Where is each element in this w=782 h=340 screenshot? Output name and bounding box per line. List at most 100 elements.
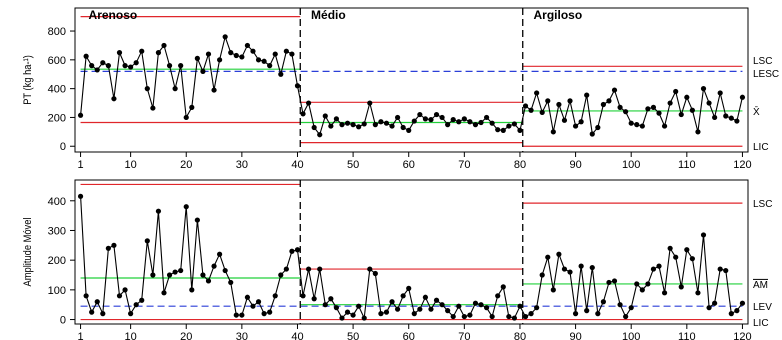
data-point [133, 60, 139, 66]
data-point [294, 247, 301, 253]
data-point [550, 129, 556, 135]
data-point [183, 114, 189, 121]
data-point [289, 51, 295, 57]
data-point [128, 311, 134, 317]
data-point [667, 100, 673, 106]
data-point [684, 247, 690, 253]
data-point [317, 266, 323, 272]
data-point [328, 123, 334, 129]
data-point [77, 112, 84, 118]
x-tick-label: 120 [733, 159, 751, 171]
x-tick-label: 60 [403, 159, 415, 171]
data-point [183, 204, 189, 210]
data-point [306, 266, 312, 272]
data-point [550, 287, 556, 293]
data-point [239, 54, 245, 60]
data-point [306, 100, 312, 106]
data-point [433, 297, 440, 303]
data-point [595, 124, 601, 131]
data-point [205, 278, 212, 284]
data-point [495, 127, 501, 133]
data-point [606, 279, 612, 286]
data-point [712, 300, 718, 306]
data-point [506, 123, 512, 129]
data-point [166, 272, 173, 278]
data-point [189, 287, 195, 293]
data-point [250, 48, 256, 54]
data-point [239, 312, 245, 318]
data-point [445, 308, 451, 314]
data-point [406, 127, 412, 133]
x-tick-label: 100 [622, 331, 640, 340]
data-point [478, 119, 484, 126]
data-point [350, 122, 356, 128]
data-point [244, 42, 251, 49]
data-point [367, 100, 373, 106]
data-point [406, 285, 412, 291]
data-point [673, 88, 679, 95]
x-tick-label: 40 [291, 331, 303, 340]
data-point [233, 52, 239, 59]
data-point [534, 305, 540, 311]
data-point [467, 312, 473, 318]
data-point [356, 303, 362, 309]
y-tick-label: 300 [48, 225, 66, 237]
data-point [83, 293, 89, 299]
limit-label: LIC [753, 142, 769, 153]
data-point [661, 290, 668, 296]
data-point [695, 129, 701, 135]
data-point [400, 124, 406, 131]
data-point [228, 279, 234, 286]
data-point [133, 302, 139, 308]
data-point [589, 131, 595, 137]
x-tick-label: 90 [569, 159, 581, 171]
data-point [422, 294, 429, 300]
data-point [723, 113, 729, 119]
x-tick-label: 20 [180, 331, 192, 340]
data-point [734, 308, 740, 314]
data-point [556, 251, 562, 257]
data-point [356, 124, 362, 130]
data-point [89, 63, 95, 69]
data-point [150, 272, 156, 278]
data-point [433, 111, 440, 118]
data-point [111, 242, 117, 248]
data-point [294, 83, 301, 89]
data-point [383, 120, 390, 126]
data-point [645, 281, 651, 287]
data-point [700, 86, 707, 92]
data-point [328, 296, 334, 302]
data-point [100, 311, 106, 317]
data-point [94, 299, 100, 305]
data-point [650, 104, 657, 110]
data-point [172, 86, 178, 92]
data-point [500, 127, 506, 133]
limit-label: LESC [753, 69, 779, 80]
data-point [706, 305, 712, 311]
data-point [584, 92, 590, 98]
data-point [283, 266, 289, 272]
data-point [511, 315, 517, 321]
data-point [600, 299, 606, 305]
data-point [150, 105, 156, 111]
data-point [645, 106, 651, 112]
y-tick-label: 600 [48, 55, 66, 67]
data-point [400, 293, 406, 299]
y-axis-label: Amplitude Móvel [22, 218, 34, 287]
data-point [700, 232, 707, 238]
data-point [661, 123, 668, 129]
y-axis-label: PT (kg ha-¹) [22, 55, 34, 105]
data-point [278, 71, 284, 77]
data-point [639, 123, 645, 129]
data-point [728, 311, 734, 317]
x-tick-label: 40 [291, 159, 303, 171]
data-point [706, 100, 712, 106]
data-point [344, 120, 351, 126]
data-point [417, 111, 423, 118]
data-point [567, 269, 573, 275]
x-tick-label: 70 [458, 331, 470, 340]
data-point [205, 51, 212, 57]
data-point [378, 119, 384, 125]
data-point [439, 302, 445, 308]
